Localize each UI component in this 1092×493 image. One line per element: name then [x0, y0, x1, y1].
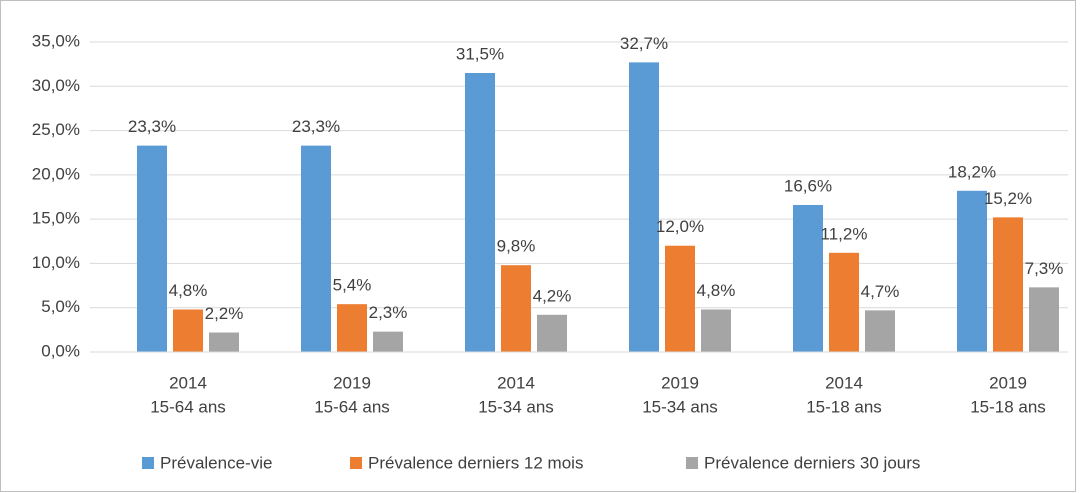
- bar: [373, 331, 403, 352]
- bar: [173, 309, 203, 352]
- bar: [465, 73, 495, 352]
- bar: [501, 265, 531, 352]
- bar: [209, 332, 239, 352]
- y-tick-label: 5,0%: [41, 297, 80, 316]
- legend-label: Prévalence derniers 30 jours: [704, 453, 920, 472]
- x-tick-label: 15-34 ans: [642, 397, 718, 416]
- bar: [793, 204, 823, 352]
- y-tick-label: 35,0%: [32, 31, 80, 50]
- data-label: 11,2%: [821, 224, 868, 243]
- data-label: 4,8%: [697, 281, 736, 300]
- data-label: 9,8%: [497, 237, 536, 256]
- data-label: 4,8%: [169, 281, 208, 300]
- data-label: 4,7%: [861, 282, 900, 301]
- bar: [137, 145, 167, 352]
- y-tick-label: 0,0%: [41, 341, 80, 360]
- x-tick-label: 2019: [989, 373, 1027, 392]
- y-tick-label: 20,0%: [32, 164, 80, 183]
- x-tick-label: 2019: [333, 373, 371, 392]
- legend-label: Prévalence-vie: [160, 453, 272, 472]
- data-label: 16,6%: [784, 176, 832, 195]
- x-tick-label: 15-64 ans: [314, 397, 390, 416]
- legend-swatch: [350, 457, 362, 469]
- x-tick-label: 2014: [169, 373, 207, 392]
- data-label: 5,4%: [333, 276, 372, 295]
- bar: [993, 217, 1023, 352]
- y-tick-label: 30,0%: [32, 76, 80, 95]
- y-tick-label: 25,0%: [32, 120, 80, 139]
- x-tick-label: 15-18 ans: [970, 397, 1046, 416]
- y-tick-label: 10,0%: [32, 253, 80, 272]
- data-label: 7,3%: [1025, 259, 1064, 278]
- data-label: 23,3%: [128, 117, 176, 136]
- data-label: 4,2%: [533, 286, 572, 305]
- bar: [301, 145, 331, 352]
- bar: [865, 310, 895, 352]
- bar: [829, 252, 859, 352]
- data-label: 12,0%: [656, 217, 704, 236]
- legend-swatch: [142, 457, 154, 469]
- x-tick-label: 2019: [661, 373, 699, 392]
- bar: [1029, 287, 1059, 352]
- bar: [957, 190, 987, 352]
- x-tick-label: 2014: [825, 373, 863, 392]
- data-label: 15,2%: [984, 189, 1032, 208]
- bar: [701, 309, 731, 352]
- bar: [629, 62, 659, 352]
- data-label: 18,2%: [948, 162, 996, 181]
- legend-label: Prévalence derniers 12 mois: [368, 453, 583, 472]
- data-label: 2,2%: [205, 304, 244, 323]
- data-label: 32,7%: [620, 34, 668, 53]
- x-tick-label: 15-18 ans: [806, 397, 882, 416]
- bar: [665, 245, 695, 352]
- data-label: 31,5%: [456, 44, 504, 63]
- x-tick-label: 15-34 ans: [478, 397, 554, 416]
- bar: [337, 304, 367, 352]
- x-tick-label: 15-64 ans: [150, 397, 226, 416]
- data-label: 2,3%: [369, 303, 408, 322]
- bar: [537, 314, 567, 352]
- legend-swatch: [686, 457, 698, 469]
- x-tick-label: 2014: [497, 373, 535, 392]
- y-tick-label: 15,0%: [32, 209, 80, 228]
- data-label: 23,3%: [292, 117, 340, 136]
